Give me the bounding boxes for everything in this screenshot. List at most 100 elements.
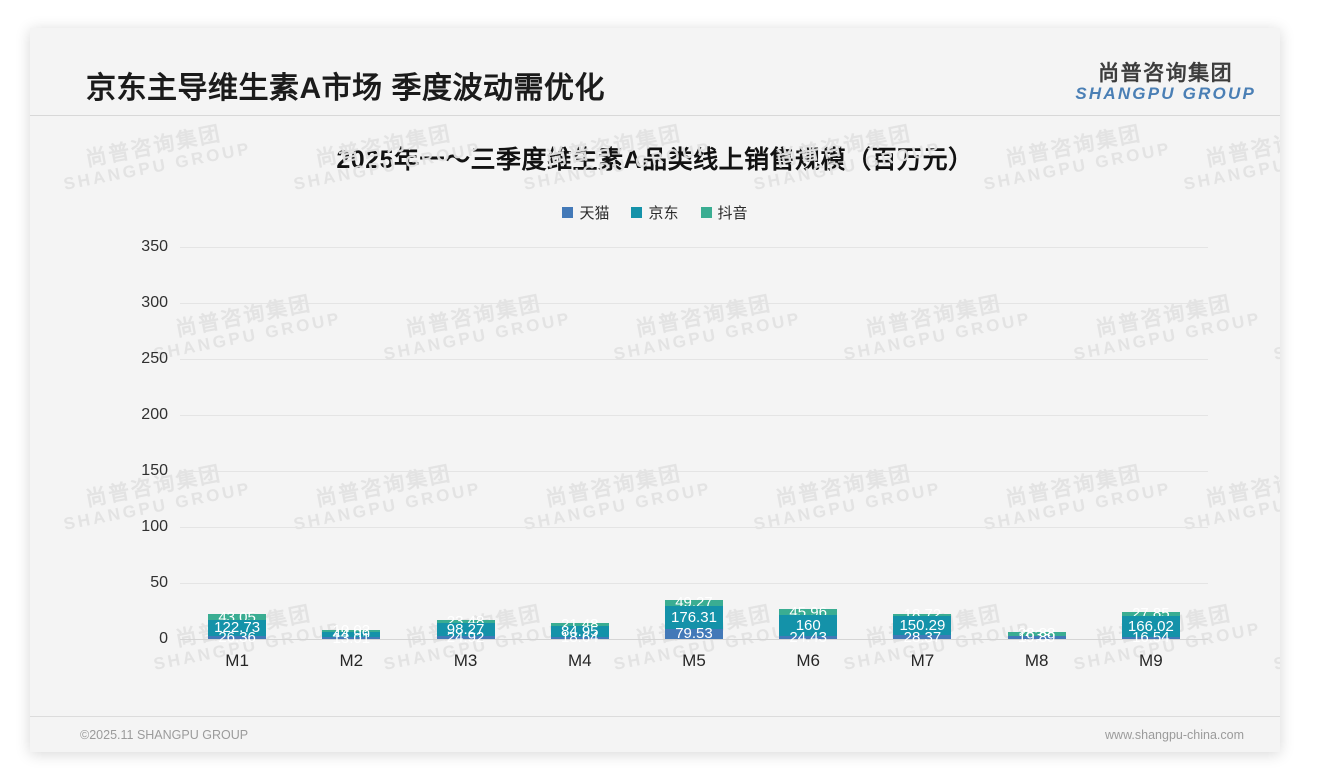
legend-swatch-icon [631, 207, 643, 218]
gridline [180, 471, 1208, 472]
bar-value-label: 26.36 [218, 628, 256, 646]
x-axis-tick-label: M3 [453, 651, 478, 670]
bar-column-m5[interactable]: 49.27 176.31 79.53 M5 [637, 247, 751, 670]
gridline [180, 527, 1208, 528]
bar-value-label: 28.37 [903, 628, 942, 646]
bar-value-label: 176.31 [671, 608, 717, 626]
slide: 京东主导维生素A市场 季度波动需优化 尚普咨询集团 SHANGPU GROUP … [30, 28, 1280, 752]
slide-header: 京东主导维生素A市场 季度波动需优化 尚普咨询集团 SHANGPU GROUP [30, 28, 1280, 116]
x-axis-tick-label: M8 [1024, 651, 1049, 670]
logo-chinese-text: 尚普咨询集团 [1098, 62, 1234, 86]
y-axis-tick-label: 200 [141, 406, 168, 423]
y-axis-tick-label: 250 [141, 350, 168, 367]
y-axis-tick-label: 0 [159, 630, 168, 647]
stacked-bar[interactable]: 23.887.3819.89 [1007, 594, 1066, 645]
bar-segment-京东[interactable]: 160 [779, 615, 838, 636]
bar-value-label: 18.64 [560, 629, 599, 647]
bar-column-m1[interactable]: 43.05 122.73 26.36 M1 [180, 247, 294, 670]
bar-value-label: 13.01 [332, 629, 371, 647]
gridline [180, 583, 1208, 584]
legend-item-3[interactable]: 抖音 [700, 202, 748, 223]
stacked-bar[interactable]: 45.96 160 24.43 [779, 594, 838, 645]
chart-legend: 天猫 京东 抖音 [30, 202, 1280, 223]
gridline [180, 639, 1208, 640]
logo-english-text: SHANGPU GROUP [1075, 84, 1256, 104]
stacked-bar[interactable]: 27.85 166.02 16.54 [1121, 594, 1180, 645]
bar-segment-天猫[interactable]: 24.43 [779, 630, 838, 645]
legend-label: 天猫 [579, 205, 610, 222]
x-axis-tick-label: M9 [1139, 651, 1163, 670]
bar-value-label: 79.53 [675, 625, 713, 643]
plot-area: 350 300 250 200 150 100 50 0 43.05 122.73 26.36 M1… [30, 237, 1280, 677]
x-axis-tick-label: M6 [796, 651, 821, 670]
bar-segment-天猫[interactable]: 26.36 [208, 630, 267, 645]
bar-segment-天猫[interactable]: 13.01 [322, 631, 381, 646]
legend-item-1[interactable]: 天猫 [562, 202, 609, 223]
x-axis-tick-label: M4 [567, 651, 592, 670]
gridline [180, 247, 1208, 248]
bar-segment-天猫[interactable]: 18.64 [550, 630, 609, 645]
bar-value-label: 24.92 [446, 628, 485, 646]
y-axis-tick-label: 50 [150, 574, 168, 591]
brand-logo: 尚普咨询集团 SHANGPU GROUP [1075, 63, 1256, 105]
bar-value-label: 166.02 [1127, 617, 1174, 635]
bar-column-m3[interactable]: 23.48 98.27 24.92 M3 [408, 247, 522, 670]
bar-segment-京东[interactable]: 7.38 [1007, 628, 1066, 643]
bar-column-m7[interactable]: 18.72 150.29 28.37 M7 [865, 247, 979, 670]
x-axis-tick-label: M1 [225, 651, 249, 670]
legend-label: 京东 [648, 205, 679, 222]
bar-segment-京东[interactable]: 84.95 [550, 622, 609, 640]
bar-column-m8[interactable]: 23.887.3819.89 M8 [980, 247, 1094, 670]
bar-column-m6[interactable]: 45.96 160 24.43 M6 [751, 247, 865, 670]
x-axis-tick-label: M7 [910, 651, 935, 670]
bar-value-label: 16.54 [1132, 629, 1170, 647]
stacked-bar[interactable]: 21.48 84.95 18.64 [550, 594, 609, 645]
bar-value-label: 160 [795, 617, 821, 635]
page-title: 京东主导维生素A市场 季度波动需优化 [86, 72, 605, 105]
stacked-bar[interactable]: 18.72 150.29 28.37 [893, 594, 952, 645]
stacked-bar[interactable]: 43.05 122.73 26.36 [208, 594, 267, 645]
copyright-text: ©2025.11 SHANGPU GROUP [80, 727, 249, 742]
bar-value-label: 7.38 [1022, 628, 1051, 643]
bar-value-label: 84.95 [560, 622, 599, 640]
y-axis-tick-label: 150 [141, 462, 168, 479]
legend-item-2[interactable]: 京东 [631, 202, 679, 223]
bar-value-label: 19.89 [1017, 629, 1056, 647]
y-axis-tick-label: 300 [141, 294, 168, 311]
stacked-bar[interactable]: 23.48 98.27 24.92 [436, 594, 495, 645]
bar-value-label: 98.27 [446, 620, 485, 638]
stacked-bar[interactable]: 49.27 176.31 79.53 [664, 594, 723, 643]
bar-column-m4[interactable]: 21.48 84.95 18.64 M4 [523, 247, 637, 670]
bar-segment-天猫[interactable]: 79.53 [664, 625, 723, 643]
y-axis-tick-label: 350 [141, 238, 168, 255]
bar-value-label: 122.73 [214, 619, 261, 637]
bar-segment-京东[interactable]: 150.29 [893, 616, 952, 636]
gridline [180, 415, 1208, 416]
bar-segment-京东[interactable]: 98.27 [436, 620, 495, 638]
bar-column-m9[interactable]: 27.85 166.02 16.54 M9 [1094, 247, 1208, 670]
bar-value-label: 150.29 [899, 617, 946, 635]
x-axis-tick-label: M2 [339, 651, 364, 670]
y-axis-tick-label: 100 [141, 518, 168, 535]
legend-swatch-icon [562, 207, 574, 218]
bar-segment-天猫[interactable]: 19.89 [1007, 630, 1066, 645]
bar-segment-天猫[interactable]: 16.54 [1121, 630, 1180, 645]
bar-value-label: 24.43 [789, 628, 827, 646]
bar-segment-京东[interactable]: 166.02 [1121, 615, 1180, 637]
bar-segment-京东[interactable]: 122.73 [208, 619, 267, 637]
plot-canvas: 350 300 250 200 150 100 50 0 43.05 122.73 26.36 M1… [141, 238, 1208, 670]
legend-swatch-icon [700, 207, 712, 218]
slide-footer: ©2025.11 SHANGPU GROUP www.shangpu-china… [30, 716, 1280, 752]
bar-segment-天猫[interactable]: 24.92 [436, 630, 495, 645]
website-text: www.shangpu-china.com [1105, 727, 1244, 742]
x-axis-tick-label: M5 [682, 651, 706, 670]
bar-segment-天猫[interactable]: 28.37 [893, 630, 952, 645]
legend-label: 抖音 [717, 205, 748, 222]
chart-title: 2025年一～三季度维生素A品类线上销售规模（百万元） [336, 146, 974, 174]
bar-segment-京东[interactable]: 176.31 [664, 606, 723, 629]
chart-body: 尚普咨询集团 SHANGPU GROUP 尚普咨询集团 SHANGPU GROUP 尚普… [30, 116, 1280, 716]
gridline [180, 303, 1208, 304]
